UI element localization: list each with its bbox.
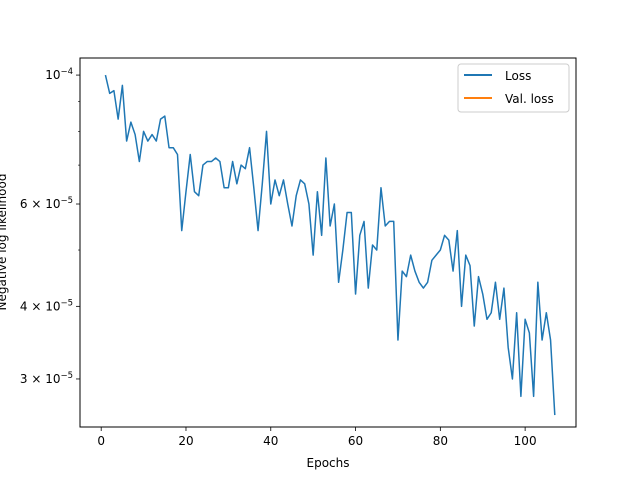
x-axis-label: Epochs (307, 456, 350, 470)
y-tick-label: 6 × 10−5 (20, 196, 73, 211)
y-tick-label: 3 × 10−5 (20, 371, 73, 386)
plot-background (80, 58, 576, 427)
y-tick-label: 4 × 10−5 (20, 298, 73, 313)
legend-label-val-loss: Val. loss (505, 92, 554, 106)
x-tick-label: 20 (178, 434, 193, 448)
x-tick-label: 100 (514, 434, 537, 448)
x-axis-ticks: 0 20 40 60 80 100 (97, 427, 537, 448)
x-tick-label: 80 (433, 434, 448, 448)
legend: Loss Val. loss (457, 63, 570, 113)
legend-label-loss: Loss (505, 69, 531, 83)
x-tick-label: 60 (348, 434, 363, 448)
series-line-0 (104, 74, 556, 416)
x-tick-label: 40 (263, 434, 278, 448)
x-tick-label: 0 (97, 434, 105, 448)
y-tick-label: 10−4 (45, 67, 73, 82)
y-axis-label: Negative log likelihood (0, 174, 9, 311)
series-layer (104, 74, 556, 416)
plot-area: 0 20 40 60 80 100 3 × 10−5 4 × 10−5 6 × 10−5 10−… (20, 57, 577, 448)
plot-frame (79, 57, 577, 428)
y-axis-ticks: 3 × 10−5 4 × 10−5 6 × 10−5 10−4 (20, 67, 80, 386)
